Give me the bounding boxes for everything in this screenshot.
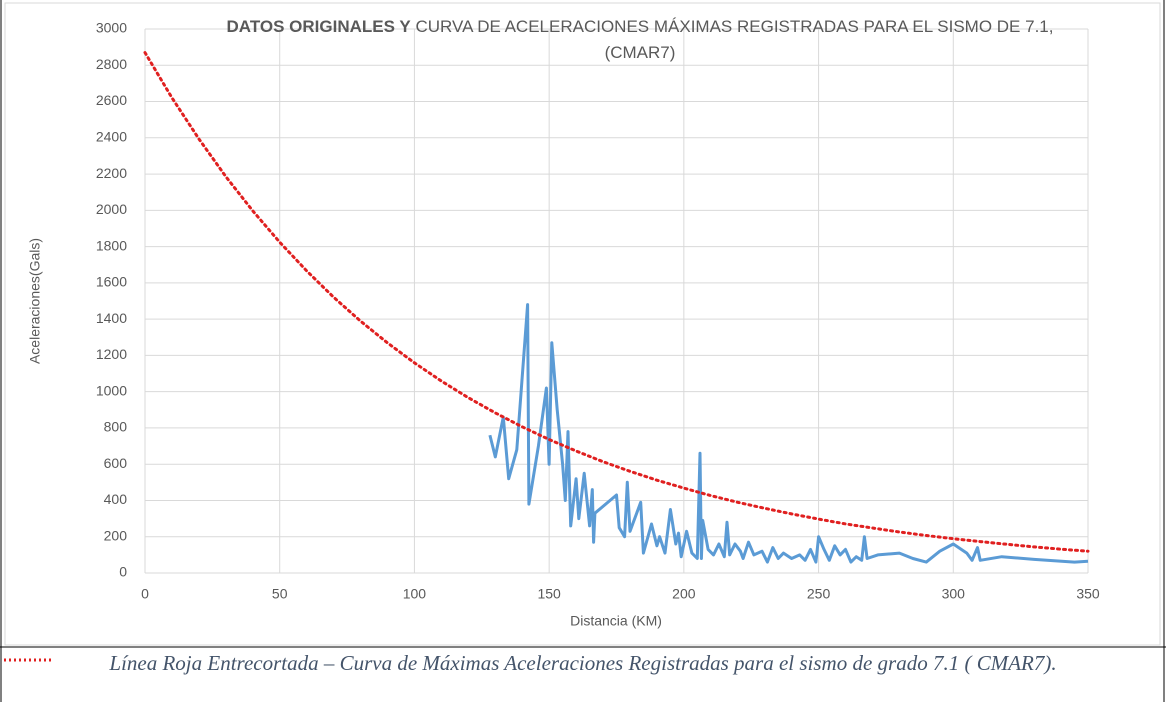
chart-title: DATOS ORIGINALES Y CURVA DE ACELERACIONE…	[215, 14, 1065, 66]
x-tick-label: 100	[403, 586, 427, 602]
x-axis-label: Distancia (KM)	[570, 613, 662, 629]
y-tick-label: 2200	[96, 165, 127, 181]
y-tick-label: 600	[104, 455, 128, 471]
y-axis-label: Aceleraciones(Gals)	[27, 238, 43, 364]
y-tick-label: 1400	[96, 310, 127, 326]
x-tick-label: 150	[537, 586, 561, 602]
y-tick-label: 400	[104, 491, 128, 507]
y-tick-label: 200	[104, 527, 128, 543]
x-tick-label: 300	[942, 586, 966, 602]
y-tick-label: 800	[104, 419, 128, 435]
caption: Línea Roja Entrecortada – Curva de Máxim…	[109, 651, 1057, 675]
y-tick-label: 1800	[96, 237, 127, 253]
x-tick-label: 250	[807, 586, 831, 602]
y-tick-label: 1600	[96, 274, 127, 290]
x-tick-label: 0	[141, 586, 149, 602]
series-line	[143, 51, 1090, 553]
title-text: CURVA DE ACELERACIONES MÁXIMAS REGISTRAD…	[415, 17, 1054, 62]
x-tick-label: 200	[672, 586, 696, 602]
x-tick-label: 50	[272, 586, 288, 602]
chart-border	[4, 2, 1161, 646]
y-tick-label: 2000	[96, 201, 127, 217]
y-tick-label: 2800	[96, 56, 127, 72]
x-tick-label: 350	[1076, 586, 1100, 602]
y-tick-label: 0	[119, 564, 127, 580]
y-tick-label: 2600	[96, 92, 127, 108]
y-tick-label: 1200	[96, 346, 127, 362]
title-bold: DATOS ORIGINALES Y	[226, 17, 411, 36]
y-tick-label: 1000	[96, 382, 127, 398]
y-tick-label: 3000	[96, 20, 127, 36]
series-line	[488, 303, 1089, 564]
y-tick-label: 2400	[96, 129, 127, 145]
